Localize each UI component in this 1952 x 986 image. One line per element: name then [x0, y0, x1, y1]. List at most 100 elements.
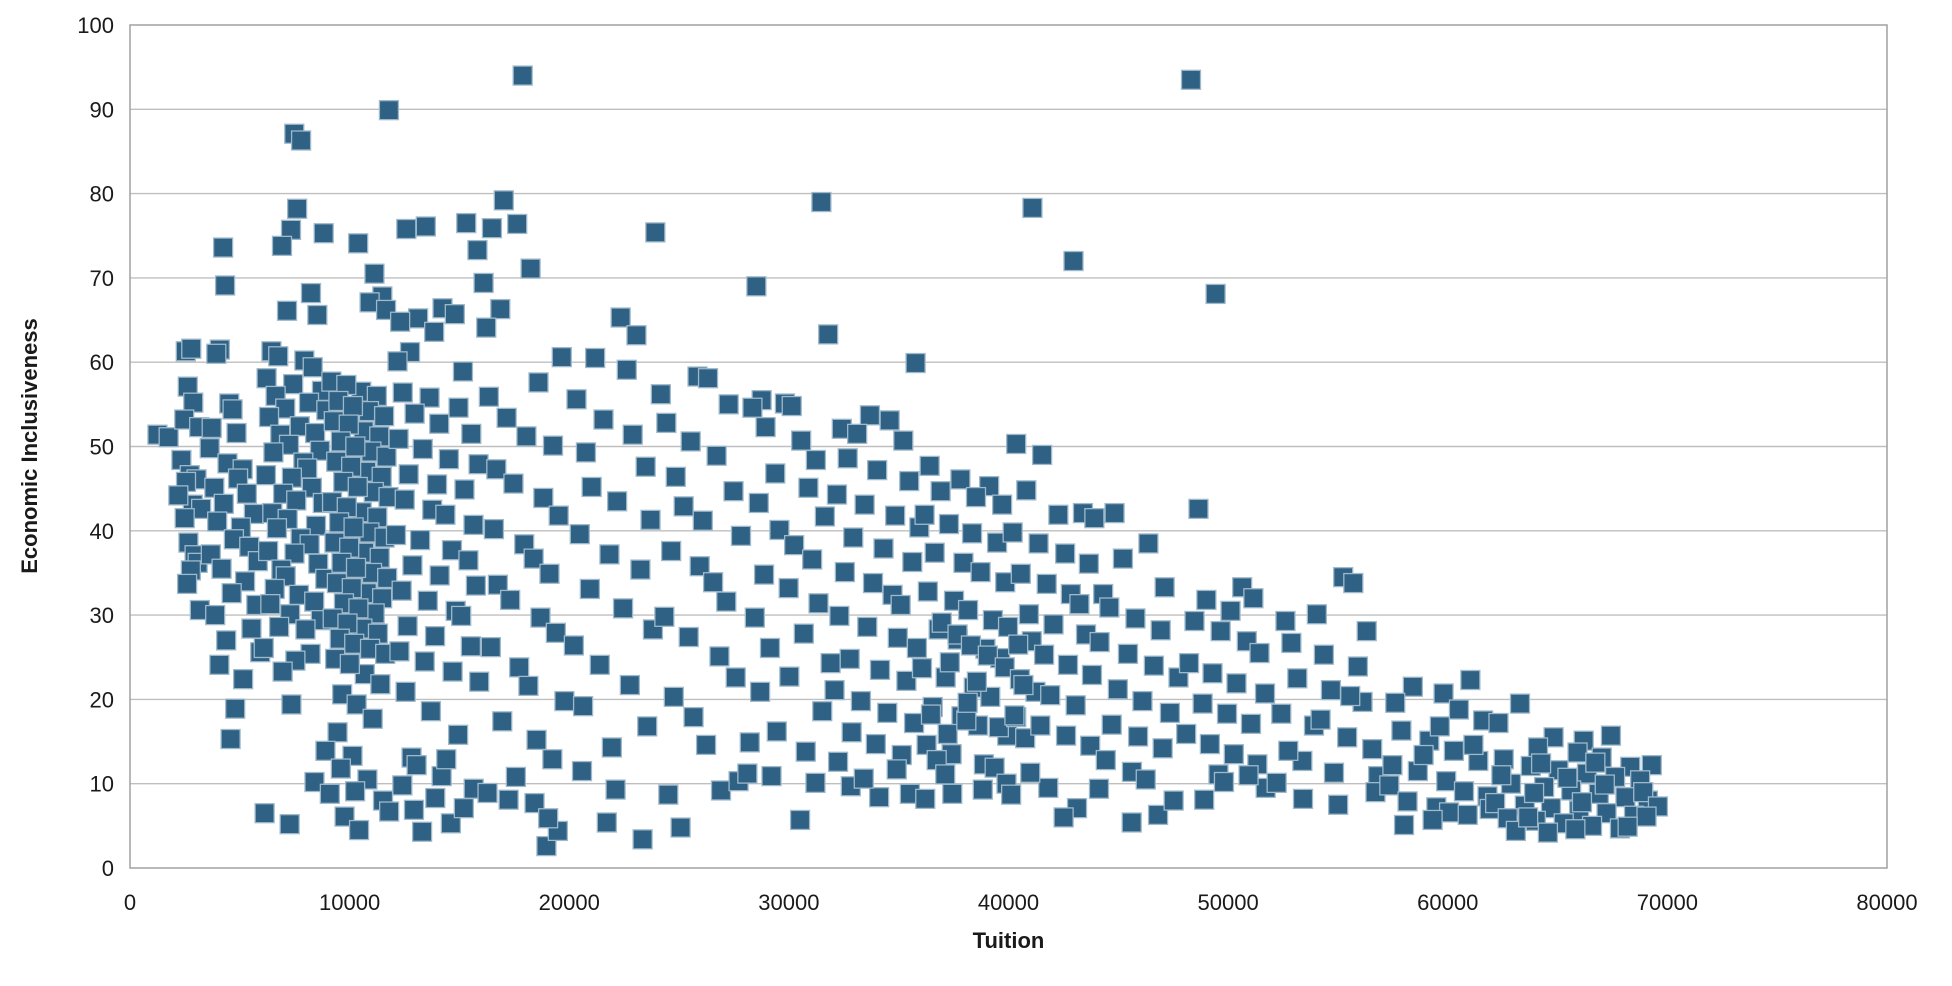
- data-point-marker: [258, 406, 280, 428]
- data-point-marker: [1443, 740, 1465, 761]
- data-point-marker: [670, 817, 691, 838]
- data-point-marker: [444, 303, 465, 325]
- data-point-marker: [1271, 703, 1292, 724]
- data-point-marker: [630, 559, 651, 580]
- data-point-marker: [1216, 703, 1238, 724]
- data-point-marker: [530, 607, 551, 628]
- data-point-marker: [673, 496, 694, 517]
- data-point-marker: [458, 550, 479, 571]
- x-tick-label: 50000: [1198, 890, 1259, 915]
- data-point-marker: [1081, 664, 1103, 686]
- data-point-marker: [610, 307, 631, 328]
- data-point-marker: [1243, 588, 1264, 609]
- data-point-marker: [403, 799, 425, 820]
- data-point-marker: [414, 651, 435, 672]
- data-point-marker: [765, 463, 786, 484]
- data-point-marker: [1188, 498, 1209, 520]
- data-point-marker: [389, 641, 410, 662]
- data-point-marker: [1013, 674, 1034, 696]
- data-point-marker: [1132, 690, 1153, 712]
- data-point-marker: [492, 711, 513, 732]
- data-point-marker: [1281, 632, 1302, 654]
- data-point-marker: [440, 813, 462, 834]
- data-point-marker: [742, 397, 763, 418]
- data-point-marker: [1240, 713, 1262, 734]
- data-point-marker: [313, 223, 334, 244]
- data-point-marker: [1033, 644, 1055, 665]
- data-point-marker: [847, 423, 868, 445]
- data-point-marker: [1523, 782, 1545, 804]
- data-point-marker: [397, 615, 418, 637]
- data-point-marker: [585, 347, 606, 369]
- y-tick-label: 70: [90, 266, 114, 291]
- data-point-marker: [680, 431, 701, 452]
- data-point-marker: [1397, 791, 1418, 812]
- data-point-marker: [950, 469, 971, 490]
- data-point-marker: [1266, 772, 1287, 794]
- data-point-marker: [222, 399, 243, 420]
- data-point-marker: [885, 505, 906, 526]
- data-point-marker: [347, 476, 368, 498]
- data-point-marker: [1048, 504, 1069, 525]
- data-point-marker: [348, 233, 369, 254]
- data-point-marker: [572, 695, 594, 717]
- data-point-marker: [1125, 608, 1146, 629]
- data-point-marker: [795, 741, 816, 762]
- data-point-marker: [255, 465, 277, 486]
- data-point-marker: [663, 686, 684, 708]
- data-point-marker: [447, 724, 469, 745]
- data-point-marker: [1095, 749, 1116, 771]
- data-point-marker: [1057, 654, 1079, 675]
- data-point-marker: [209, 654, 230, 675]
- data-point-marker: [391, 580, 412, 601]
- data-point-marker: [903, 712, 925, 734]
- data-point-marker: [1043, 614, 1064, 635]
- data-point-marker: [1004, 705, 1025, 726]
- data-point-marker: [528, 372, 549, 393]
- data-point-marker: [168, 485, 189, 506]
- data-point-marker: [744, 607, 765, 628]
- data-point-marker: [1379, 775, 1400, 796]
- data-point-marker: [905, 352, 926, 374]
- data-point-marker: [1249, 642, 1270, 664]
- data-point-marker: [460, 636, 482, 657]
- data-point-marker: [1099, 597, 1120, 618]
- data-point-marker: [818, 324, 839, 345]
- data-point-marker: [1154, 577, 1175, 598]
- data-point-marker: [805, 449, 827, 471]
- x-tick-label: 10000: [319, 890, 380, 915]
- data-point-marker: [692, 510, 713, 531]
- data-point-marker: [533, 487, 554, 509]
- data-point-marker: [606, 491, 628, 512]
- data-point-marker: [589, 654, 610, 675]
- data-point-marker: [637, 716, 658, 737]
- data-point-marker: [505, 766, 527, 788]
- data-point-marker: [1306, 604, 1328, 625]
- data-point-marker: [605, 779, 626, 800]
- data-point-marker: [1163, 790, 1184, 811]
- data-point-marker: [236, 483, 257, 504]
- data-point-marker: [805, 772, 826, 794]
- data-point-marker: [493, 190, 514, 211]
- data-point-marker: [960, 635, 982, 656]
- data-point-marker: [1180, 69, 1202, 90]
- data-point-marker: [362, 708, 383, 729]
- data-point-marker: [1020, 762, 1041, 783]
- data-point-marker: [859, 405, 881, 426]
- data-point-marker: [656, 412, 677, 434]
- data-point-marker: [865, 733, 886, 755]
- data-point-marker: [315, 740, 336, 761]
- data-point-marker: [977, 645, 999, 666]
- data-point-marker: [779, 666, 800, 687]
- data-point-marker: [1491, 765, 1512, 786]
- data-point-marker: [1594, 774, 1615, 795]
- data-point-marker: [424, 321, 445, 343]
- data-point-marker: [183, 392, 204, 413]
- data-point-marker: [268, 616, 290, 638]
- data-point-marker: [1202, 663, 1223, 684]
- data-point-marker: [1002, 522, 1023, 543]
- data-point-marker: [1055, 725, 1077, 746]
- data-point-marker: [695, 734, 717, 756]
- data-point-marker: [850, 690, 872, 712]
